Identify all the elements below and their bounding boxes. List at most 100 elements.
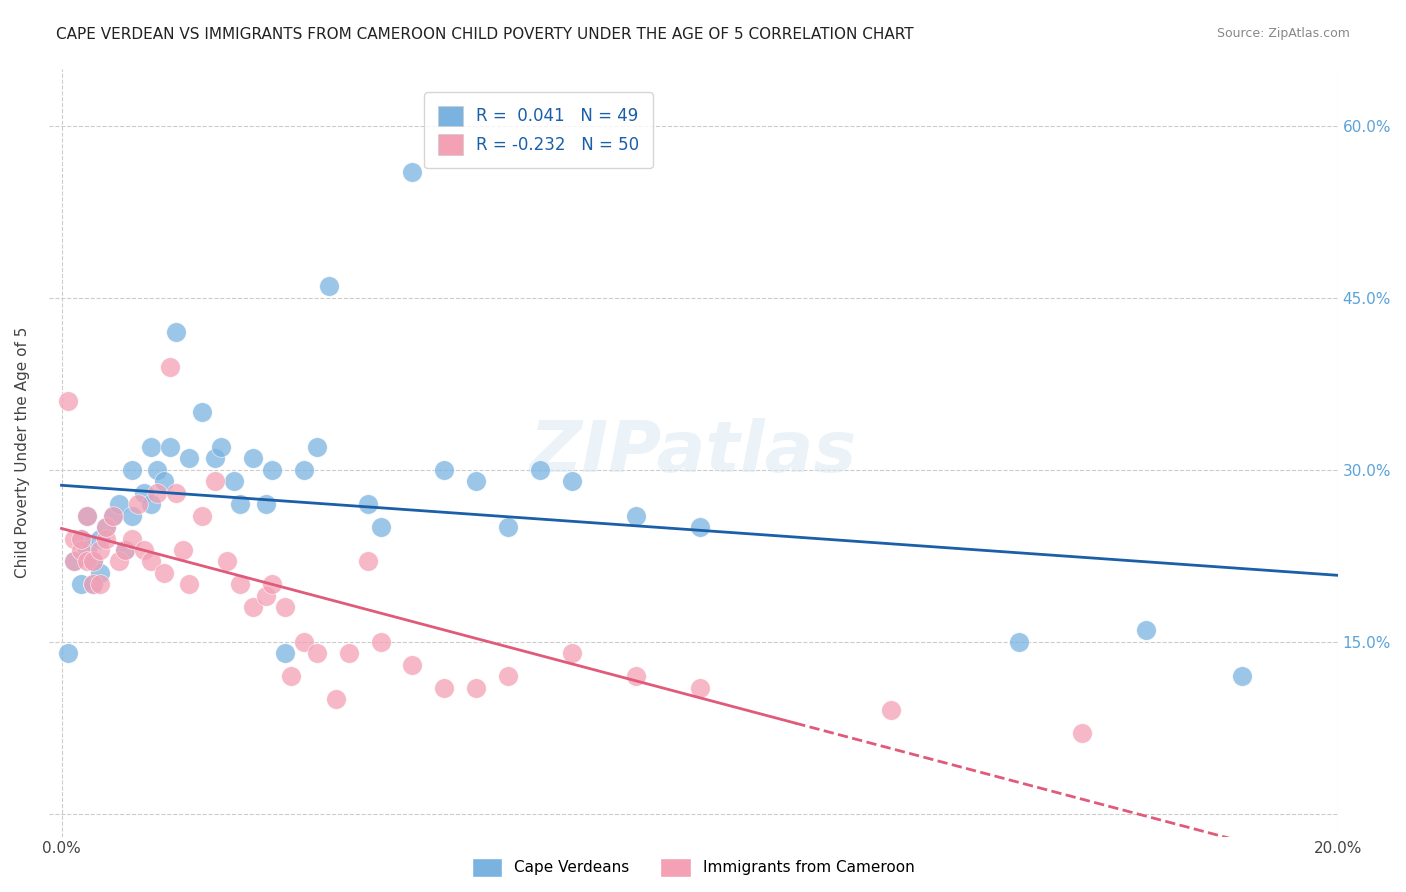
- Text: CAPE VERDEAN VS IMMIGRANTS FROM CAMEROON CHILD POVERTY UNDER THE AGE OF 5 CORREL: CAPE VERDEAN VS IMMIGRANTS FROM CAMEROON…: [56, 27, 914, 42]
- Point: [69, 577, 91, 591]
- Point: [76, 554, 98, 568]
- Point: [357, 554, 380, 568]
- Point: [357, 497, 380, 511]
- Text: Source: ZipAtlas.com: Source: ZipAtlas.com: [1216, 27, 1350, 40]
- Point: [63, 554, 86, 568]
- Point: [204, 474, 226, 488]
- Point: [96, 520, 118, 534]
- Point: [139, 440, 162, 454]
- Point: [465, 474, 488, 488]
- Point: [242, 600, 264, 615]
- Point: [305, 646, 328, 660]
- Point: [82, 554, 104, 568]
- Point: [121, 508, 143, 523]
- Point: [529, 463, 551, 477]
- Point: [96, 532, 118, 546]
- Point: [139, 554, 162, 568]
- Point: [76, 508, 98, 523]
- Point: [101, 508, 124, 523]
- Point: [134, 485, 156, 500]
- Point: [254, 589, 277, 603]
- Point: [1071, 726, 1094, 740]
- Point: [121, 463, 143, 477]
- Text: ZIPatlas: ZIPatlas: [530, 418, 856, 487]
- Point: [1007, 634, 1029, 648]
- Point: [325, 692, 347, 706]
- Point: [274, 600, 297, 615]
- Point: [56, 646, 79, 660]
- Point: [82, 554, 104, 568]
- Point: [191, 405, 214, 419]
- Point: [63, 554, 86, 568]
- Point: [63, 532, 86, 546]
- Point: [159, 359, 181, 374]
- Point: [121, 532, 143, 546]
- Point: [262, 577, 284, 591]
- Point: [292, 634, 315, 648]
- Point: [465, 681, 488, 695]
- Legend: Cape Verdeans, Immigrants from Cameroon: Cape Verdeans, Immigrants from Cameroon: [465, 852, 921, 883]
- Point: [82, 577, 104, 591]
- Point: [624, 508, 647, 523]
- Point: [229, 497, 252, 511]
- Point: [89, 577, 111, 591]
- Y-axis label: Child Poverty Under the Age of 5: Child Poverty Under the Age of 5: [15, 326, 30, 578]
- Point: [165, 325, 187, 339]
- Point: [165, 485, 187, 500]
- Point: [108, 497, 131, 511]
- Point: [69, 532, 91, 546]
- Point: [280, 669, 302, 683]
- Point: [689, 520, 711, 534]
- Point: [401, 657, 423, 672]
- Point: [127, 497, 149, 511]
- Point: [401, 164, 423, 178]
- Point: [114, 543, 136, 558]
- Point: [209, 440, 232, 454]
- Point: [561, 646, 583, 660]
- Point: [96, 520, 118, 534]
- Point: [152, 474, 174, 488]
- Point: [191, 508, 214, 523]
- Point: [1230, 669, 1253, 683]
- Point: [134, 543, 156, 558]
- Point: [69, 532, 91, 546]
- Point: [139, 497, 162, 511]
- Point: [56, 394, 79, 409]
- Point: [262, 463, 284, 477]
- Point: [159, 440, 181, 454]
- Point: [292, 463, 315, 477]
- Point: [101, 508, 124, 523]
- Point: [69, 543, 91, 558]
- Point: [496, 520, 519, 534]
- Point: [76, 508, 98, 523]
- Point: [229, 577, 252, 591]
- Point: [152, 566, 174, 580]
- Point: [624, 669, 647, 683]
- Point: [433, 681, 456, 695]
- Point: [1135, 624, 1157, 638]
- Point: [76, 543, 98, 558]
- Point: [146, 485, 169, 500]
- Point: [337, 646, 360, 660]
- Point: [179, 577, 201, 591]
- Point: [82, 577, 104, 591]
- Point: [561, 474, 583, 488]
- Point: [108, 554, 131, 568]
- Point: [370, 520, 392, 534]
- Point: [689, 681, 711, 695]
- Point: [172, 543, 194, 558]
- Point: [146, 463, 169, 477]
- Point: [254, 497, 277, 511]
- Point: [89, 532, 111, 546]
- Point: [179, 451, 201, 466]
- Point: [433, 463, 456, 477]
- Point: [242, 451, 264, 466]
- Point: [89, 566, 111, 580]
- Point: [89, 543, 111, 558]
- Point: [318, 279, 340, 293]
- Point: [274, 646, 297, 660]
- Point: [114, 543, 136, 558]
- Point: [880, 703, 903, 717]
- Point: [217, 554, 239, 568]
- Point: [204, 451, 226, 466]
